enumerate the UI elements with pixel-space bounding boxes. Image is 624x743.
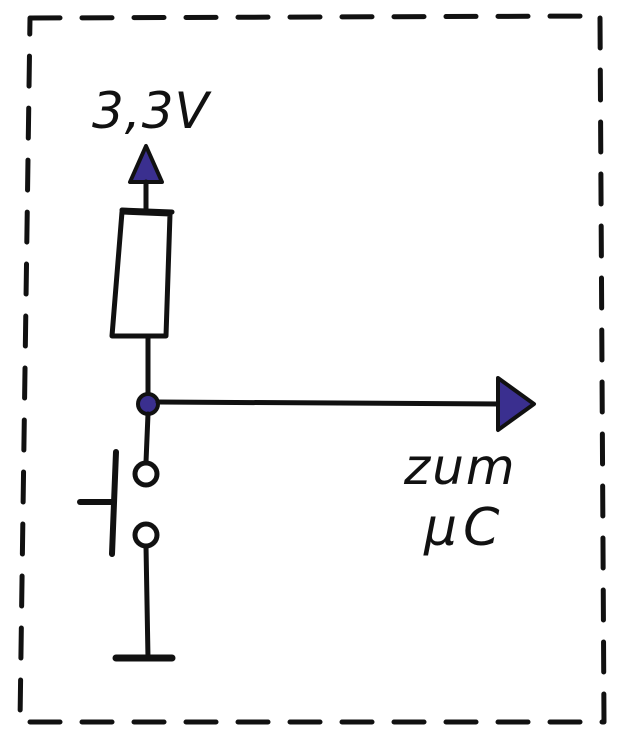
output-label-line2: µC (424, 498, 506, 558)
junction-node (136, 392, 160, 416)
output-arrow-icon (496, 376, 536, 432)
switch-contact-top (132, 460, 160, 488)
dashed-border (17, 13, 607, 725)
switch-contact-bottom (132, 521, 160, 549)
supply-arrow-icon (128, 144, 164, 184)
resistor-body (109, 209, 173, 339)
supply-voltage-label: 3,3V (92, 82, 210, 140)
output-wire (155, 399, 505, 407)
node-to-switch-wire (143, 411, 151, 465)
output-label-line1: zum (404, 438, 517, 496)
switch-to-ground-wire (143, 543, 151, 661)
